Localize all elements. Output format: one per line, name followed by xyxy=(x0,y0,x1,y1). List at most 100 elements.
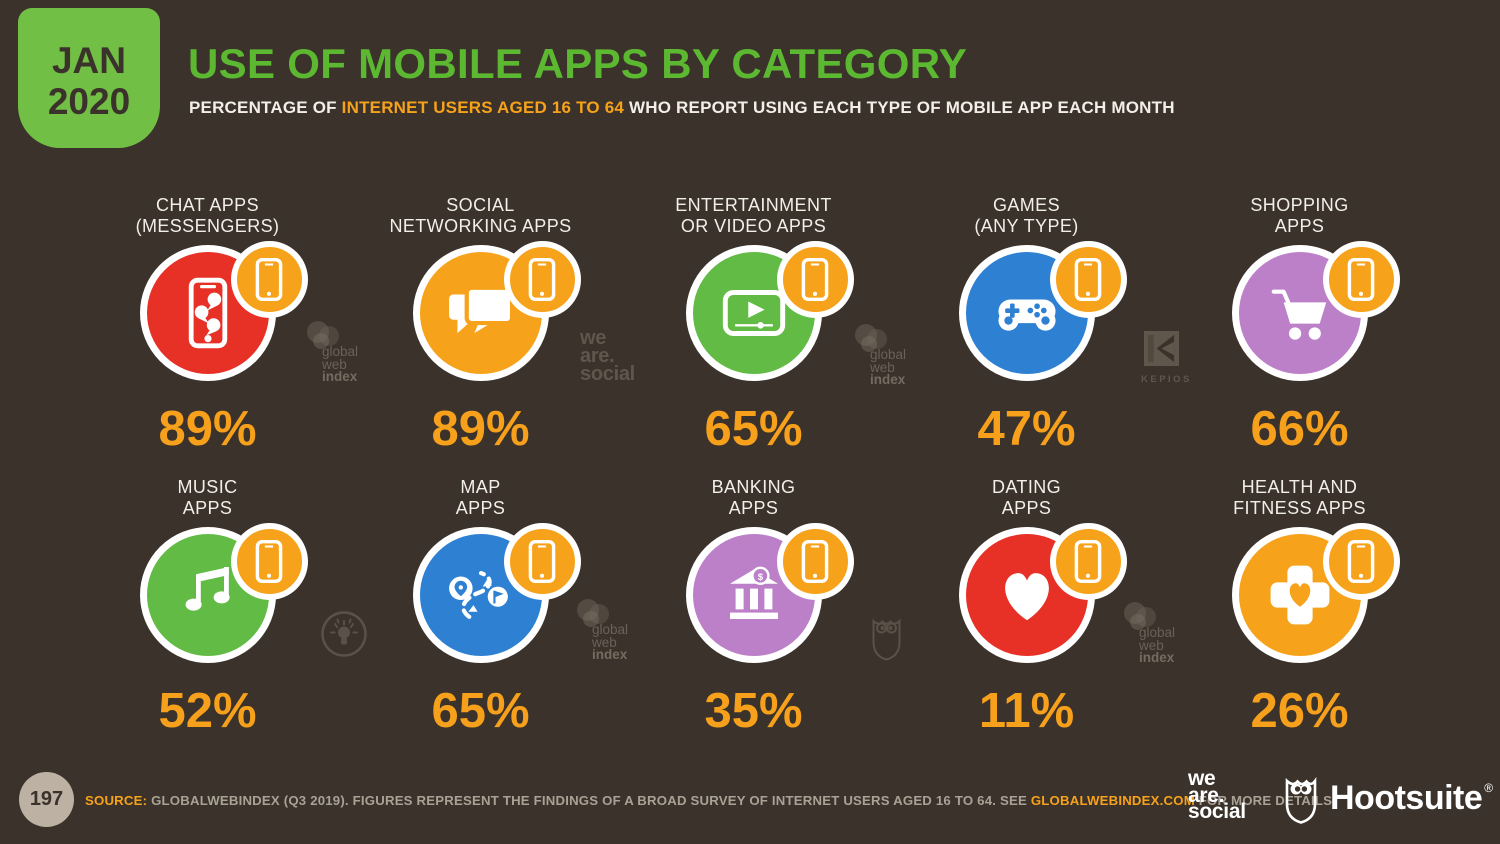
category-label: DATING APPS xyxy=(890,472,1163,525)
globalwebindex-watermark: global web index xyxy=(1122,601,1175,665)
page-subtitle: PERCENTAGE OF INTERNET USERS AGED 16 TO … xyxy=(189,98,1175,118)
label-line-2: (ANY TYPE) xyxy=(974,216,1079,236)
gwi-text: web xyxy=(1139,637,1164,653)
category-label: MUSIC APPS xyxy=(71,472,344,525)
page-number: 197 xyxy=(29,788,64,810)
mobile-phone-badge-icon xyxy=(230,523,308,600)
category-label: MAP APPS xyxy=(344,472,617,525)
label-line-2: APPS xyxy=(728,498,779,518)
mobile-phone-badge-icon xyxy=(1049,523,1127,600)
label-line-1: HEALTH AND xyxy=(1241,477,1358,497)
percentage-value: 89% xyxy=(431,402,530,456)
globalwebindex-watermark: global web index xyxy=(305,320,358,384)
mobile-phone-badge-icon xyxy=(1322,523,1400,600)
label-line-1: MUSIC xyxy=(177,477,238,497)
category-label: CHAT APPS (MESSENGERS) xyxy=(71,190,344,243)
wearesocial-logo: we are. social xyxy=(1188,767,1246,823)
category-label: SOCIAL NETWORKING APPS xyxy=(344,190,617,243)
date-year: 2020 xyxy=(47,81,131,122)
category-label: ENTERTAINMENT OR VIDEO APPS xyxy=(617,190,890,243)
label-line-2: APPS xyxy=(1001,498,1052,518)
label-line-2: APPS xyxy=(182,498,233,518)
globalwebindex-logo-icon xyxy=(307,321,339,349)
label-line-2: APPS xyxy=(455,498,506,518)
mobile-phone-badge-icon xyxy=(776,523,854,600)
category-label: GAMES (ANY TYPE) xyxy=(890,190,1163,243)
page-number-badge: 197 xyxy=(19,772,74,827)
globalwebindex-watermark: global web index xyxy=(853,323,906,387)
label-line-2: OR VIDEO APPS xyxy=(680,216,827,236)
gwi-text: index xyxy=(322,369,358,384)
percentage-value: 65% xyxy=(431,684,530,738)
percentage-value: 52% xyxy=(158,684,257,738)
globalwebindex-watermark: global web index xyxy=(575,598,628,662)
category-label: SHOPPING APPS xyxy=(1163,190,1436,243)
label-line-1: DATING xyxy=(991,477,1062,497)
icon-area xyxy=(1163,241,1436,393)
mobile-phone-badge-icon xyxy=(776,241,854,318)
gwi-text: web xyxy=(870,359,895,375)
percentage-value: 89% xyxy=(158,402,257,456)
hootsuite-owl-watermark-icon xyxy=(871,611,902,667)
kepios-text: KEPIOS xyxy=(1141,374,1192,385)
category-card-social-networking: SOCIAL NETWORKING APPS 89% xyxy=(344,190,617,457)
icon-area xyxy=(71,241,344,393)
label-line-2: (MESSENGERS) xyxy=(135,216,280,236)
icon-area xyxy=(617,241,890,393)
label-line-1: ENTERTAINMENT xyxy=(675,195,832,215)
gwi-text: global xyxy=(592,622,629,637)
hootsuite-wordmark: Hootsuite xyxy=(1330,778,1483,817)
mobile-phone-badge-icon xyxy=(1049,241,1127,318)
category-card-music: MUSIC APPS 52% xyxy=(71,472,344,739)
label-line-1: MAP xyxy=(460,477,501,497)
gwi-text: index xyxy=(870,372,906,387)
percentage-value: 66% xyxy=(1250,402,1349,456)
subtitle-prefix: PERCENTAGE OF xyxy=(189,98,342,117)
label-line-2: APPS xyxy=(1274,216,1325,236)
gwi-text: index xyxy=(592,647,628,662)
date-month: JAN xyxy=(51,40,127,81)
percentage-value: 47% xyxy=(977,402,1076,456)
gwi-text: web xyxy=(322,356,347,372)
gwi-text: web xyxy=(592,634,617,650)
mobile-phone-badge-icon xyxy=(1322,241,1400,318)
date-badge: JAN 2020 xyxy=(18,8,160,148)
source-link[interactable]: GLOBALWEBINDEX.COM xyxy=(1030,793,1195,808)
label-line-1: SOCIAL xyxy=(446,195,515,215)
label-line-2: NETWORKING APPS xyxy=(389,216,572,236)
category-label: HEALTH AND FITNESS APPS xyxy=(1163,472,1436,525)
category-card-health-fitness: HEALTH AND FITNESS APPS 26% xyxy=(1163,472,1436,739)
registered-trademark-symbol: ® xyxy=(1484,781,1494,795)
category-card-dating: DATING APPS 11% xyxy=(890,472,1163,739)
label-line-1: BANKING xyxy=(711,477,796,497)
kepios-logo-icon xyxy=(1143,331,1179,366)
page-title: USE OF MOBILE APPS BY CATEGORY xyxy=(188,40,968,87)
subtitle-highlight: INTERNET USERS AGED 16 TO 64 xyxy=(341,98,625,117)
subtitle-suffix: WHO REPORT USING EACH TYPE OF MOBILE APP… xyxy=(624,98,1175,117)
hootsuite-logo: Hootsuite ® xyxy=(1284,772,1493,824)
hootsuite-owl-icon xyxy=(1285,777,1317,824)
icon-area xyxy=(890,241,1163,393)
source-text: GLOBALWEBINDEX (Q3 2019). FIGURES REPRES… xyxy=(147,793,1031,808)
gwi-text: global xyxy=(870,347,907,362)
mobile-phone-badge-icon xyxy=(230,241,308,318)
category-card-entertainment: ENTERTAINMENT OR VIDEO APPS 65% xyxy=(617,190,890,457)
percentage-value: 11% xyxy=(978,684,1075,738)
lightbulb-watermark-icon xyxy=(320,610,368,663)
source-label: SOURCE: xyxy=(85,793,148,808)
gwi-text: global xyxy=(322,344,359,359)
mobile-phone-badge-icon xyxy=(503,241,581,318)
label-line-2: FITNESS APPS xyxy=(1233,498,1366,518)
percentage-value: 26% xyxy=(1250,684,1349,738)
icon-area: $ xyxy=(617,523,890,675)
mobile-phone-badge-icon xyxy=(503,523,581,600)
label-line-1: CHAT APPS xyxy=(156,195,259,215)
category-label: BANKING APPS xyxy=(617,472,890,525)
percentage-value: 35% xyxy=(704,684,803,738)
gwi-text: index xyxy=(1139,650,1175,665)
icon-area xyxy=(890,523,1163,675)
svg-text:$: $ xyxy=(757,572,763,583)
icon-area xyxy=(1163,523,1436,675)
globalwebindex-logo-icon xyxy=(1124,602,1156,630)
source-note: SOURCE: GLOBALWEBINDEX (Q3 2019). FIGURE… xyxy=(85,793,1336,808)
